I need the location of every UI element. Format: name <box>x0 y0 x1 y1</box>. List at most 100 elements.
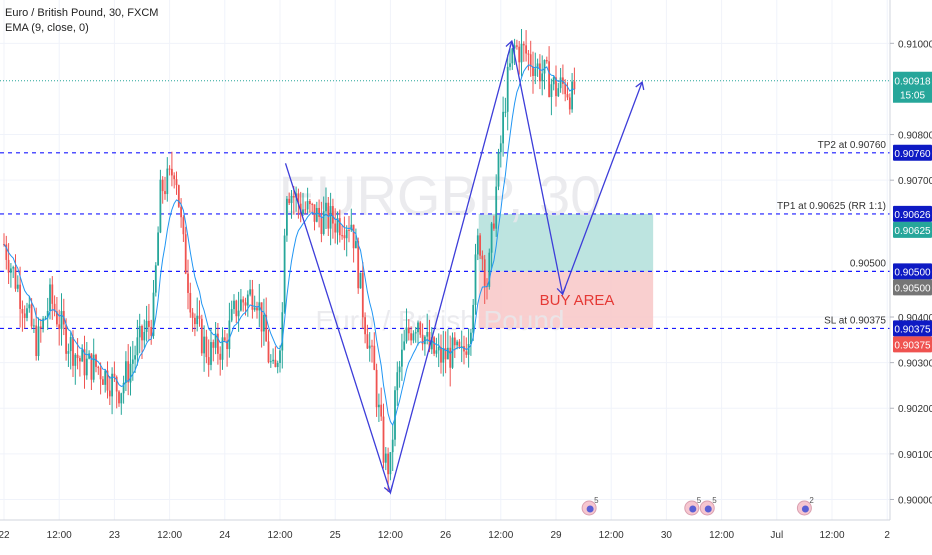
ema-polyline <box>3 64 575 427</box>
level-badge2-tp1[interactable]: 0.90625 <box>894 226 931 237</box>
candle-body <box>49 284 51 311</box>
price-axis[interactable]: 0.91000 0.90800 0.90700 0.90400 0.90300 0.902… <box>889 0 932 550</box>
candle-body <box>72 337 74 366</box>
level-badge-sl[interactable]: 0.90375 <box>894 324 931 335</box>
candle-body <box>313 204 316 222</box>
last-price-badge-bg[interactable] <box>893 71 932 103</box>
candle-body <box>472 304 475 333</box>
level-badge2-entry[interactable]: 0.90500 <box>894 283 931 294</box>
arrowhead-target[interactable] <box>635 80 645 91</box>
time-tick-label: 12:00 <box>157 530 182 541</box>
watermark: EURGBP, 30 Euro / British Pound <box>279 164 602 336</box>
candle-body <box>237 310 240 317</box>
symbol-title[interactable]: Euro / British Pound, 30, FXCM <box>5 7 159 19</box>
candle-body <box>414 332 417 334</box>
candle-body <box>35 325 38 357</box>
grid <box>0 0 890 520</box>
candle-body <box>88 353 90 359</box>
event-icons[interactable]: 5 5 5 2 <box>581 496 814 516</box>
candle-body <box>474 254 477 305</box>
level-badge2-sl[interactable]: 0.90375 <box>894 340 931 351</box>
candle-body <box>141 325 143 341</box>
candle-body <box>249 289 251 295</box>
candle-body <box>104 370 107 385</box>
candle-body <box>276 362 279 368</box>
time-axis-bg <box>0 520 890 550</box>
candle-body <box>113 373 116 377</box>
candle-body <box>187 273 189 293</box>
candle-body <box>361 272 364 318</box>
level-badge-tp2-bg[interactable] <box>893 144 932 161</box>
candle-body <box>53 303 56 312</box>
price-tick-label: 0.90300 <box>898 359 932 370</box>
time-tick-label: Jul <box>770 530 783 541</box>
candle-body <box>118 391 120 404</box>
candle-body <box>327 202 330 229</box>
candle-body <box>552 77 555 85</box>
indicator-label[interactable]: EMA (9, close, 0) <box>5 22 89 34</box>
candle-body <box>389 452 392 475</box>
level-badge-entry-bg[interactable] <box>893 263 932 280</box>
time-tick-label: 25 <box>330 530 342 541</box>
candle-body <box>338 218 341 236</box>
candle-body <box>26 308 28 318</box>
candle-body <box>345 229 348 239</box>
arrowhead-buy[interactable] <box>556 286 567 296</box>
candle-body <box>401 349 403 367</box>
level-badge-tp1[interactable]: 0.90626 <box>894 210 931 221</box>
candle-body <box>428 331 431 350</box>
arrowhead-bottom[interactable] <box>383 484 394 494</box>
candle-body <box>219 353 222 360</box>
candle-body <box>405 327 408 342</box>
candle-body <box>182 217 185 235</box>
countdown-badge[interactable]: 15:05 <box>900 91 925 102</box>
candle-body <box>265 315 268 342</box>
price-tick-label: 0.90200 <box>898 404 932 415</box>
candle-body <box>332 206 334 224</box>
candle-body <box>495 186 498 229</box>
candle-body <box>253 307 256 310</box>
candle-body <box>384 453 387 463</box>
candle-body <box>304 209 307 211</box>
candle-body <box>352 224 355 249</box>
candle-body <box>205 336 208 358</box>
candle-body <box>217 333 219 354</box>
candle-body <box>221 337 224 360</box>
candle-body <box>513 45 516 49</box>
candle-body <box>359 272 362 289</box>
candles <box>3 29 576 492</box>
drawing-arrows[interactable] <box>284 39 645 495</box>
candle-body <box>435 350 438 354</box>
candle-body <box>424 336 426 345</box>
level-badge-tp2[interactable]: 0.90760 <box>894 149 931 160</box>
candle-body <box>7 259 10 273</box>
level-badge-sl-bg[interactable] <box>893 320 932 337</box>
level-text-tp1: TP1 at 0.90625 (RR 1:1) <box>777 201 886 212</box>
candle-body <box>122 382 125 394</box>
event-count: 5 <box>712 496 717 505</box>
last-price-badge[interactable]: 0.90918 <box>894 77 931 88</box>
candle-body <box>203 336 205 354</box>
level-badge2-entry-bg[interactable] <box>893 279 932 296</box>
candle-body <box>348 229 350 231</box>
candle-body <box>127 361 130 383</box>
level-text-entry: 0.90500 <box>850 258 887 269</box>
candle-body <box>506 66 509 112</box>
level-badge-tp1-bg[interactable] <box>893 205 932 222</box>
candle-body <box>364 317 366 335</box>
candle-body <box>148 320 150 327</box>
chart-legend: Euro / British Pound, 30, FXCM EMA (9, c… <box>5 6 158 36</box>
level-badge2-tp1-bg[interactable] <box>893 221 932 238</box>
event-count: 5 <box>594 496 599 505</box>
arrowhead-top[interactable] <box>505 39 515 49</box>
candle-body <box>272 359 274 362</box>
level-badge-entry[interactable]: 0.90500 <box>894 267 931 278</box>
candle-body <box>387 453 389 475</box>
time-axis[interactable]: 22 12:00 23 12:00 24 12:00 25 12:00 26 12:00 29 12:… <box>0 519 890 550</box>
level-badge2-sl-bg[interactable] <box>893 336 932 353</box>
price-levels <box>0 80 890 330</box>
candle-body <box>447 347 449 360</box>
candle-body <box>173 175 176 180</box>
